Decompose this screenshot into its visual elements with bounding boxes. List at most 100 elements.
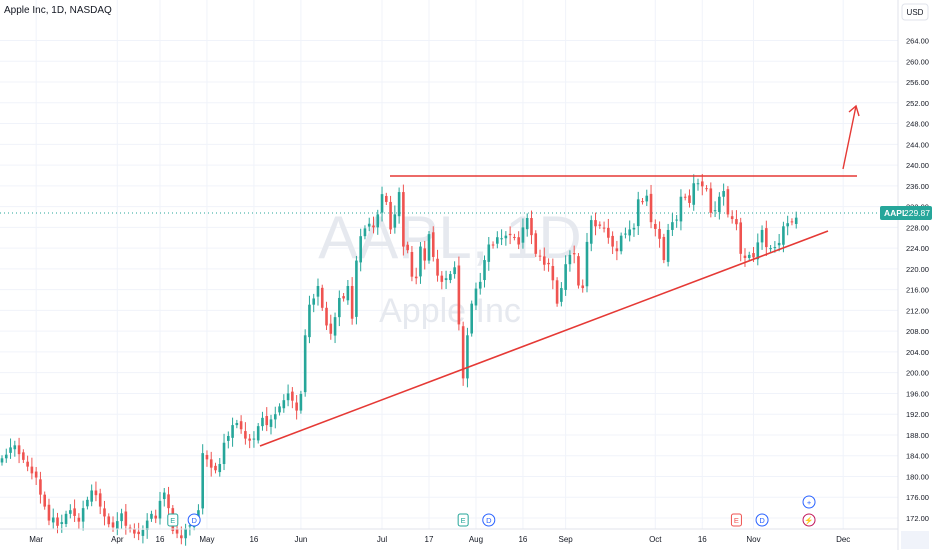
- symbol-title[interactable]: Apple Inc, 1D, NASDAQ: [4, 5, 112, 16]
- candle-body: [13, 445, 17, 450]
- dividend-marker-icon[interactable]: [482, 513, 496, 527]
- user-drawings[interactable]: [259, 104, 860, 447]
- price-tick-label: 212.00: [906, 306, 929, 315]
- candle-body: [551, 266, 555, 281]
- candle-body: [312, 298, 316, 305]
- support-trendline[interactable]: [259, 230, 829, 447]
- candle-body: [175, 529, 179, 534]
- event-marker-dividend[interactable]: D: [482, 513, 496, 527]
- candle-body: [90, 490, 93, 502]
- candle-body: [632, 227, 636, 230]
- candle-body: [628, 229, 631, 236]
- breakout-arrow-shaft[interactable]: [842, 105, 857, 170]
- candle-body: [389, 201, 392, 230]
- axis-settings-corner[interactable]: [901, 531, 929, 549]
- candle-body: [739, 222, 743, 254]
- candle-body: [765, 228, 768, 248]
- currency-label[interactable]: USD: [907, 8, 924, 17]
- candle-body: [794, 217, 798, 224]
- dividend-marker-icon[interactable]: [187, 513, 201, 527]
- event-marker-earnings[interactable]: E: [457, 513, 469, 527]
- dividend-marker-icon[interactable]: [755, 513, 769, 527]
- candle-body: [34, 471, 38, 478]
- candle-body: [786, 223, 789, 227]
- add-marker-icon[interactable]: [802, 495, 816, 509]
- price-tag: AAPL 229.87: [880, 206, 932, 220]
- candle-body: [201, 453, 204, 509]
- price-tick-label: 256.00: [906, 78, 929, 87]
- candle-body: [141, 529, 145, 536]
- breakout-arrow-head[interactable]: [848, 104, 860, 117]
- candle-body: [564, 264, 567, 290]
- candle-body: [115, 521, 119, 530]
- price-tick-label: 236.00: [906, 182, 929, 191]
- event-marker-earnings[interactable]: E: [167, 513, 179, 527]
- candle-body: [461, 326, 465, 379]
- candle-body: [611, 235, 614, 247]
- time-tick-label: 16: [698, 535, 707, 544]
- earnings-marker-icon[interactable]: [167, 513, 179, 527]
- candle-body: [9, 447, 12, 453]
- candle-body: [252, 438, 256, 440]
- candle-body: [137, 531, 140, 535]
- candle-body: [133, 529, 136, 534]
- time-tick-label: Jul: [377, 535, 387, 544]
- candle-body: [376, 214, 380, 228]
- candle-body: [303, 335, 307, 393]
- candle-body: [227, 435, 230, 441]
- candle-body: [513, 236, 516, 238]
- candle-body: [73, 508, 76, 516]
- event-markers[interactable]: E D E D E D + ⚡: [167, 495, 816, 527]
- candle-body: [393, 214, 397, 228]
- candle-body: [184, 528, 187, 539]
- candle-body: [86, 499, 89, 507]
- candle-body: [47, 504, 51, 521]
- candle-body: [666, 229, 670, 262]
- candle-body: [743, 255, 747, 258]
- candle-body: [30, 466, 34, 474]
- candle-body: [406, 244, 409, 251]
- currency-button[interactable]: USD: [901, 3, 929, 21]
- dividend-marker-label: D: [191, 516, 197, 525]
- candle-body: [282, 400, 286, 409]
- candle-body: [124, 511, 128, 526]
- event-marker-dividend[interactable]: D: [187, 513, 201, 527]
- flash-marker-icon[interactable]: [802, 513, 816, 527]
- event-marker-flash[interactable]: ⚡: [802, 513, 816, 527]
- event-marker-dividend[interactable]: D: [755, 513, 769, 527]
- candle-body: [466, 335, 469, 379]
- candle-body: [457, 265, 461, 325]
- candle-body: [222, 442, 226, 465]
- candle-body: [320, 287, 324, 308]
- price-tick-label: 228.00: [906, 223, 929, 232]
- time-tick-label: Mar: [29, 535, 43, 544]
- grid-lines: [0, 0, 898, 529]
- candle-body: [658, 228, 661, 239]
- currency-button-box[interactable]: [901, 3, 929, 21]
- earnings-marker-label: E: [734, 516, 739, 525]
- watermark-ticker: AAPL, 1D: [318, 204, 581, 271]
- candle-body: [261, 417, 264, 427]
- candle-body: [244, 431, 247, 439]
- candle-body: [538, 255, 542, 257]
- candle-body: [51, 517, 55, 523]
- candle-body: [346, 286, 350, 301]
- candle-body: [470, 303, 473, 334]
- watermark-name: Apple Inc: [379, 292, 521, 330]
- time-axis[interactable]: Mar Apr 16 May 16 Jun Jul 17 Aug 16 Sep Oct 16 Nov Dec: [29, 535, 850, 544]
- candle-body: [402, 192, 405, 247]
- candle-body: [615, 248, 619, 252]
- earnings-marker-icon[interactable]: [457, 513, 469, 527]
- event-marker-earnings[interactable]: E: [730, 513, 742, 527]
- candle-body: [594, 220, 597, 227]
- candle-body: [98, 493, 102, 507]
- candle-body: [325, 307, 328, 326]
- candle-body: [248, 438, 251, 441]
- price-tick-label: 192.00: [906, 410, 929, 419]
- event-marker-add[interactable]: +: [802, 495, 816, 509]
- candle-body: [367, 223, 371, 227]
- earnings-marker-icon[interactable]: [730, 513, 742, 527]
